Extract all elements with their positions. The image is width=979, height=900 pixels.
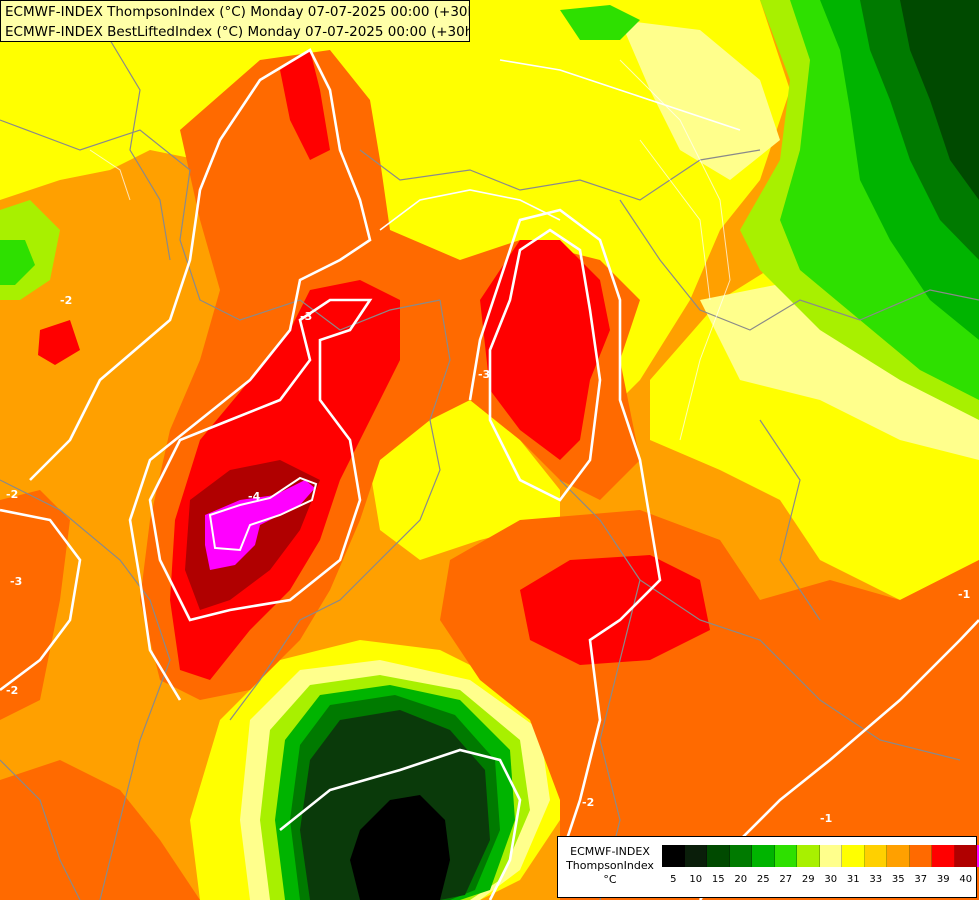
legend-tick-label: 25 [756, 874, 770, 885]
legend-tick-label: 15 [711, 874, 725, 885]
contour-label: -3 [10, 575, 22, 588]
field-red-se [520, 555, 710, 665]
legend-title-line: ThompsonIndex [566, 859, 654, 872]
field-green-north-small [560, 5, 640, 40]
legend-swatch [909, 845, 932, 867]
legend-swatch [932, 845, 955, 867]
contour-label: -2 [6, 684, 18, 697]
contour-label: -1 [958, 588, 970, 601]
legend-tick-label: 10 [689, 874, 703, 885]
legend-tick-label: 29 [801, 874, 815, 885]
field-dark-orange-w [0, 490, 70, 720]
field-pale-yellow-east [700, 280, 979, 460]
legend-swatch [684, 845, 707, 867]
field-green-west-inner [0, 240, 35, 285]
legend-tick-label: 37 [914, 874, 928, 885]
contour-label: -2 [582, 796, 594, 809]
legend-tick-label: 30 [824, 874, 838, 885]
contour-label: -2 [6, 488, 18, 501]
contour-north [379, 189, 561, 231]
contour-label: -1 [820, 812, 832, 825]
legend-swatch [752, 845, 775, 867]
legend-swatch [729, 845, 752, 867]
legend-color-bar [662, 845, 979, 867]
legend-swatch [842, 845, 865, 867]
legend-swatch [774, 845, 797, 867]
contour-label: -3 [300, 310, 312, 323]
legend-tick-label: 27 [779, 874, 793, 885]
thin-white-lines [89, 59, 731, 441]
field-red-wsmall [38, 320, 80, 365]
contour-minus2-west [29, 48, 372, 701]
legend-title-line: ECMWF-INDEX [570, 845, 650, 858]
title-line-thompson: ECMWF-INDEX ThompsonIndex (°C) Monday 07… [5, 4, 470, 20]
legend-title-line: °C [603, 873, 617, 886]
contour-core [208, 476, 318, 552]
contour-label: -2 [60, 294, 72, 307]
contour-ne [499, 59, 741, 131]
legend-tick-row: 51015202527293031333537394045505560 [662, 873, 979, 887]
country-borders [0, 39, 979, 900]
field-magenta-core [205, 480, 315, 570]
legend-swatch [977, 845, 979, 867]
legend-tick-label: 20 [734, 874, 748, 885]
contour-minus2-center [468, 208, 662, 861]
legend-swatch [819, 845, 842, 867]
field-red-center [480, 240, 610, 460]
legend-swatch [887, 845, 910, 867]
field-deep-green-ne [900, 0, 979, 200]
legend-tick-label: 40 [959, 874, 973, 885]
legend-tick-label: 31 [846, 874, 860, 885]
contour-minus3-center [488, 228, 602, 502]
contour-label: -4 [248, 490, 261, 503]
legend-tick-label: 33 [869, 874, 883, 885]
legend-swatch [954, 845, 977, 867]
title-line-lifted: ECMWF-INDEX BestLiftedIndex (°C) Monday … [5, 24, 470, 40]
legend-title: ECMWF-INDEX ThompsonIndex °C [562, 845, 658, 887]
legend-tick-label: 39 [936, 874, 950, 885]
legend-swatch [662, 845, 685, 867]
legend-tick-label: 5 [670, 874, 677, 885]
legend-swatch [864, 845, 887, 867]
field-red-north [280, 50, 330, 160]
contour-minus3-west [148, 298, 373, 622]
lifted-index-contours [0, 48, 979, 900]
legend-swatch [707, 845, 730, 867]
legend-tick-label: 35 [891, 874, 905, 885]
color-legend: ECMWF-INDEX ThompsonIndex °C 5 10 15 20 25 27… [557, 836, 979, 898]
legend-swatch [797, 845, 820, 867]
field-pale-yellow [620, 20, 780, 180]
contour-minus1-south [279, 748, 522, 900]
field-black-south [350, 795, 450, 900]
contour-label-group: -3 -3 -2 -2 -3 -2 -4 -2 -1 -1 [6, 294, 970, 825]
field-dark-orange-sw [0, 760, 200, 900]
map-title-box: ECMWF-INDEX ThompsonIndex (°C) Monday 07… [0, 0, 470, 42]
contour-label: -3 [478, 368, 490, 381]
field-yellow-center [370, 400, 560, 560]
contour-minus2-sw [0, 508, 82, 692]
